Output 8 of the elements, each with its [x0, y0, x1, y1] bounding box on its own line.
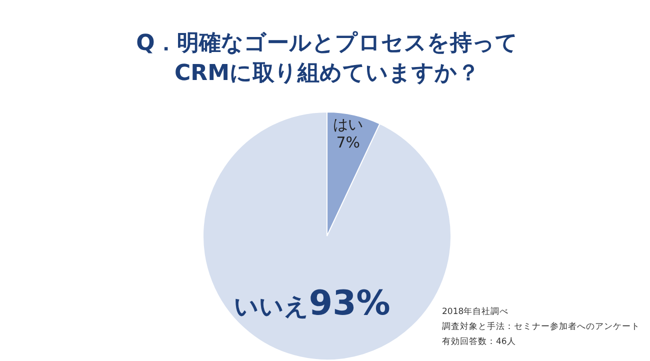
text: 有効回答数：46人 — [442, 336, 516, 347]
text: 調査対象と手法：セミナー参加者へのアンケート — [442, 321, 640, 332]
slice-label: はい — [333, 116, 364, 134]
chart-title: Q．明確なゴールとプロセスを持って CRMに取り組めていますか？ — [136, 31, 518, 86]
data-label: 7% — [336, 134, 360, 152]
slice-label: いいえ — [234, 292, 309, 321]
text: 2018年自社調べ — [442, 306, 509, 317]
data-label: 93% — [308, 284, 390, 324]
